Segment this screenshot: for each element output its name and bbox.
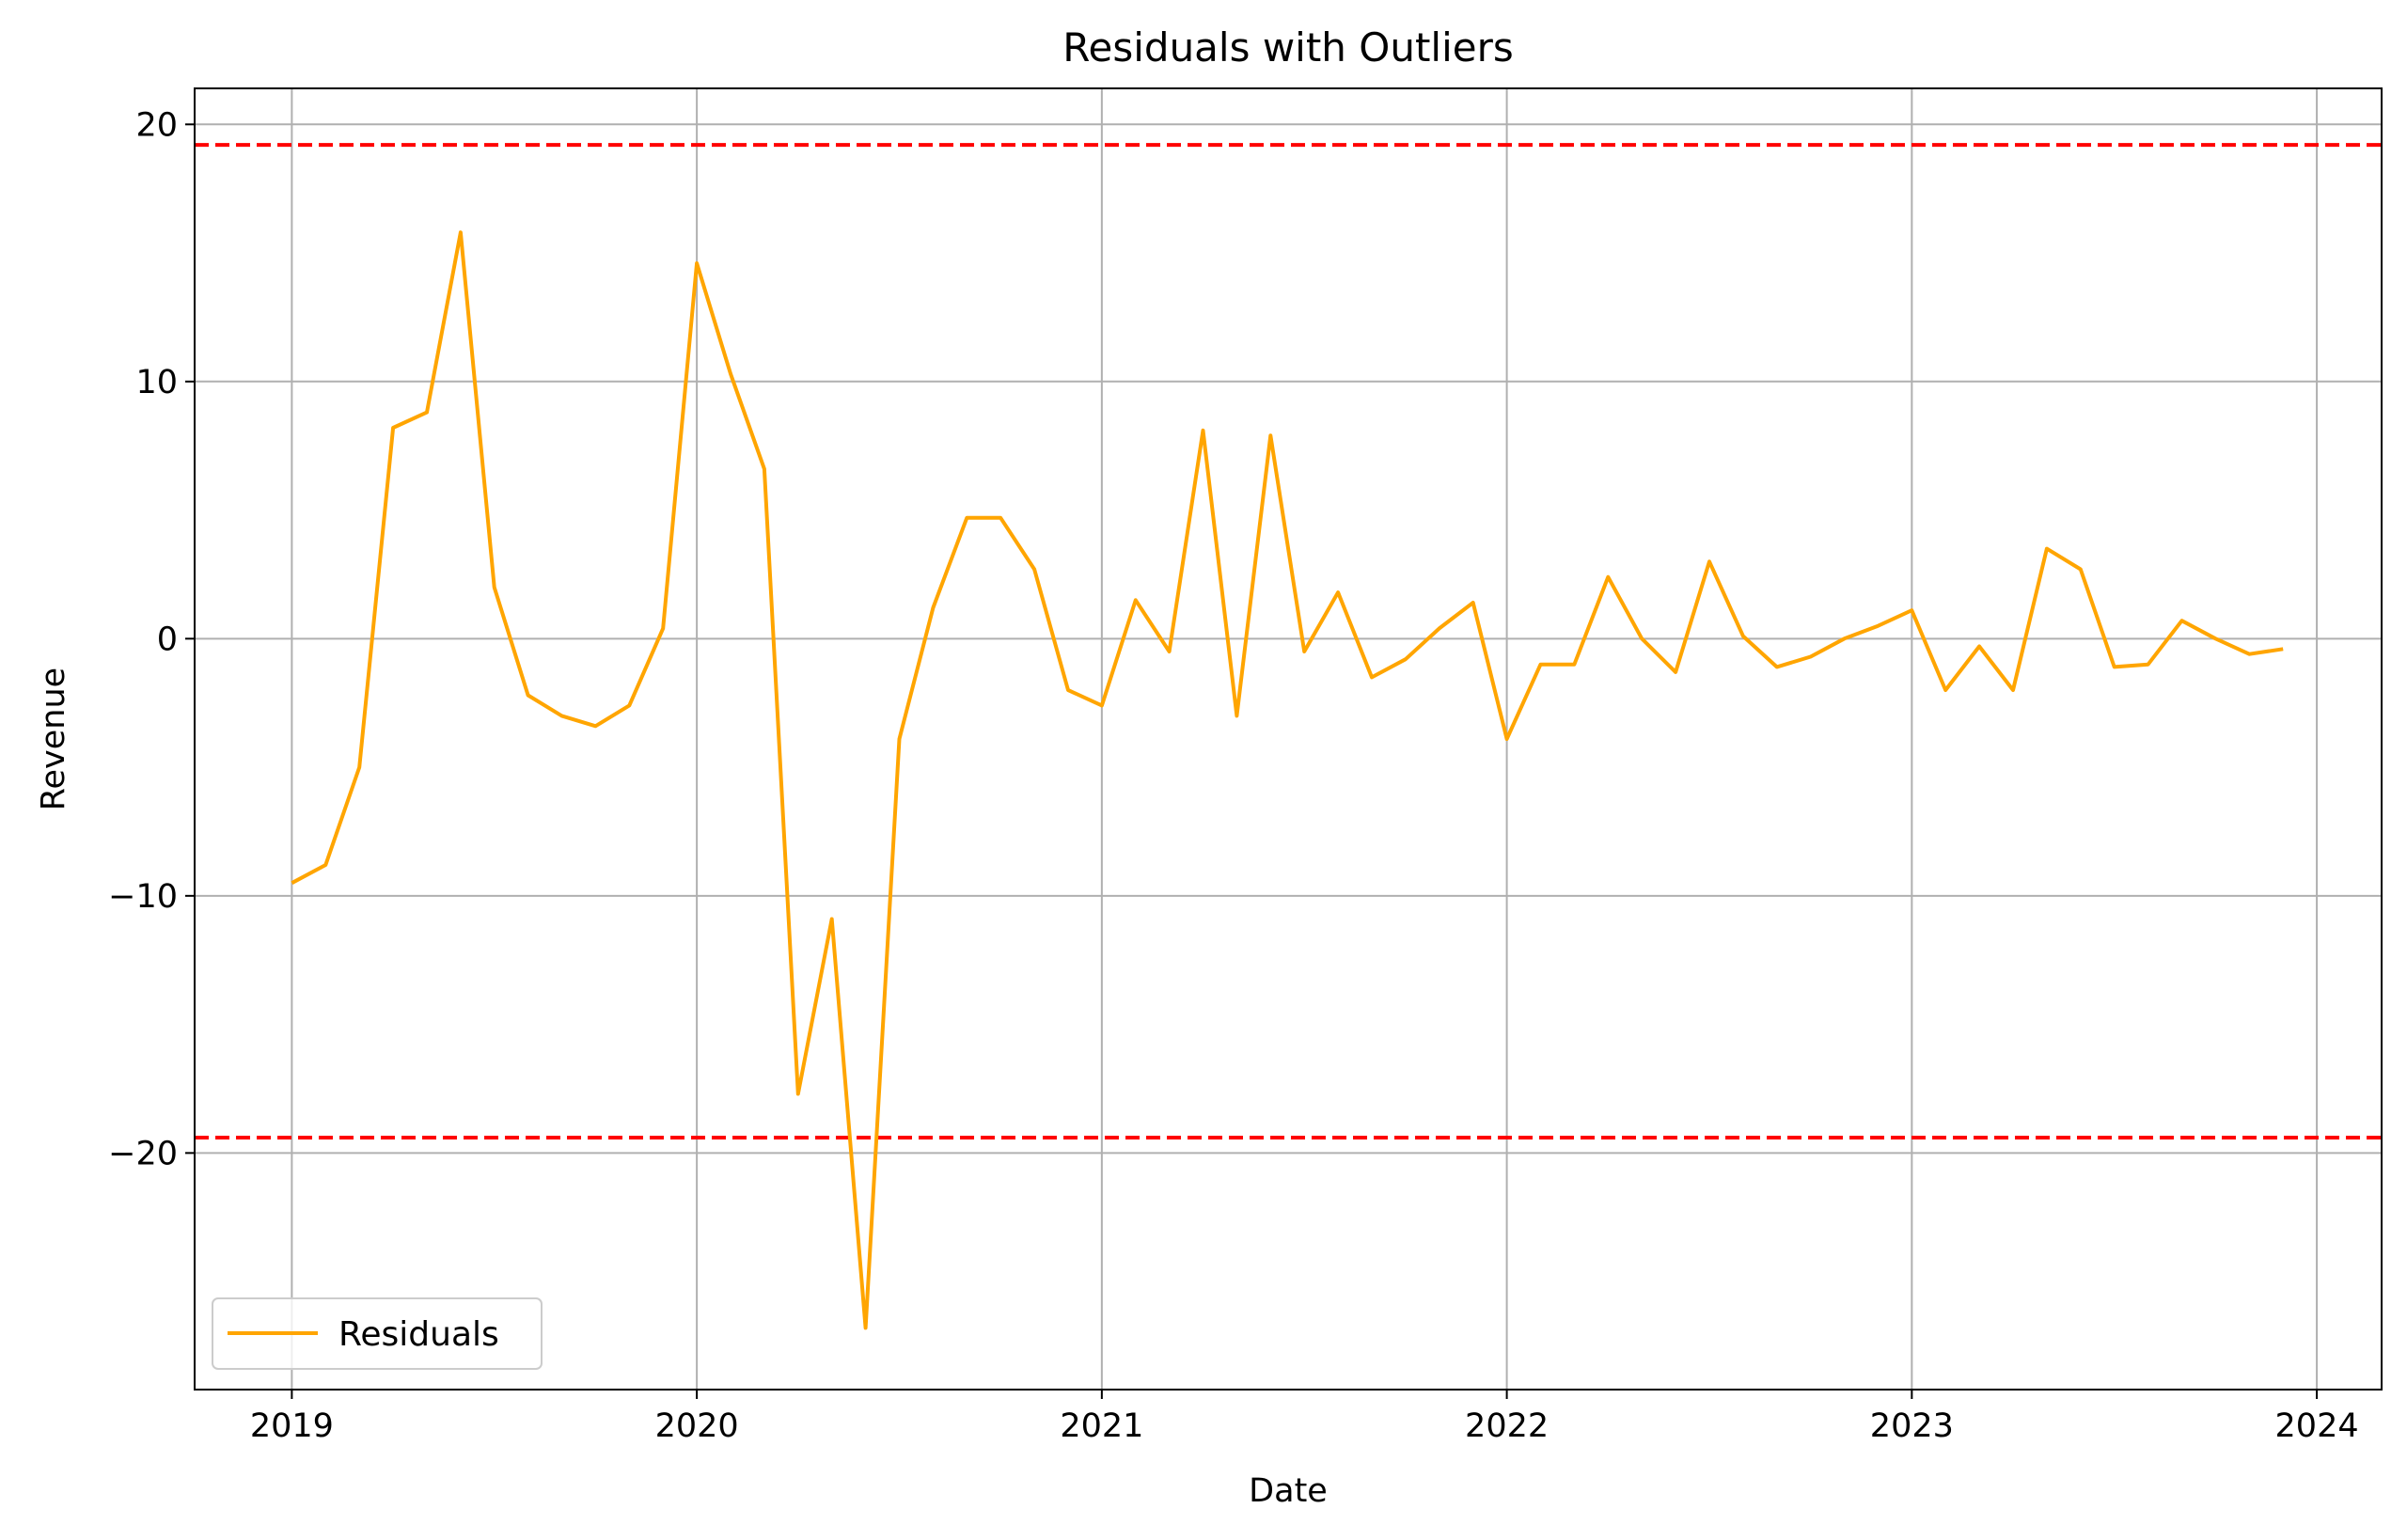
x-axis: 2019 2020 2021 2022 2023 2024: [250, 1390, 2359, 1445]
chart-title: Residuals with Outliers: [1062, 24, 1514, 71]
series-line-residuals: [291, 232, 2283, 1328]
threshold-layer: [195, 145, 2382, 1138]
series-layer: [291, 232, 2283, 1328]
x-tick-label: 2019: [250, 1407, 334, 1445]
x-tick-label: 2022: [1465, 1407, 1549, 1445]
x-tick-label: 2021: [1060, 1407, 1143, 1445]
y-tick-label: 20: [135, 106, 178, 144]
legend-label-residuals: Residuals: [338, 1315, 499, 1354]
y-tick-label: 0: [157, 621, 178, 658]
y-tick-label: −10: [108, 878, 178, 916]
y-tick-label: 10: [135, 364, 178, 401]
x-axis-label: Date: [1249, 1472, 1328, 1510]
plot-frame: [195, 88, 2382, 1390]
x-tick-label: 2020: [655, 1407, 739, 1445]
y-axis-label: Revenue: [35, 668, 72, 810]
x-tick-label: 2023: [1870, 1407, 1954, 1445]
legend: Residuals: [212, 1298, 542, 1369]
x-tick-label: 2024: [2275, 1407, 2359, 1445]
grid-layer: [195, 88, 2382, 1390]
y-axis: 20 10 0 −10 −20: [108, 106, 195, 1172]
y-tick-label: −20: [108, 1135, 178, 1172]
